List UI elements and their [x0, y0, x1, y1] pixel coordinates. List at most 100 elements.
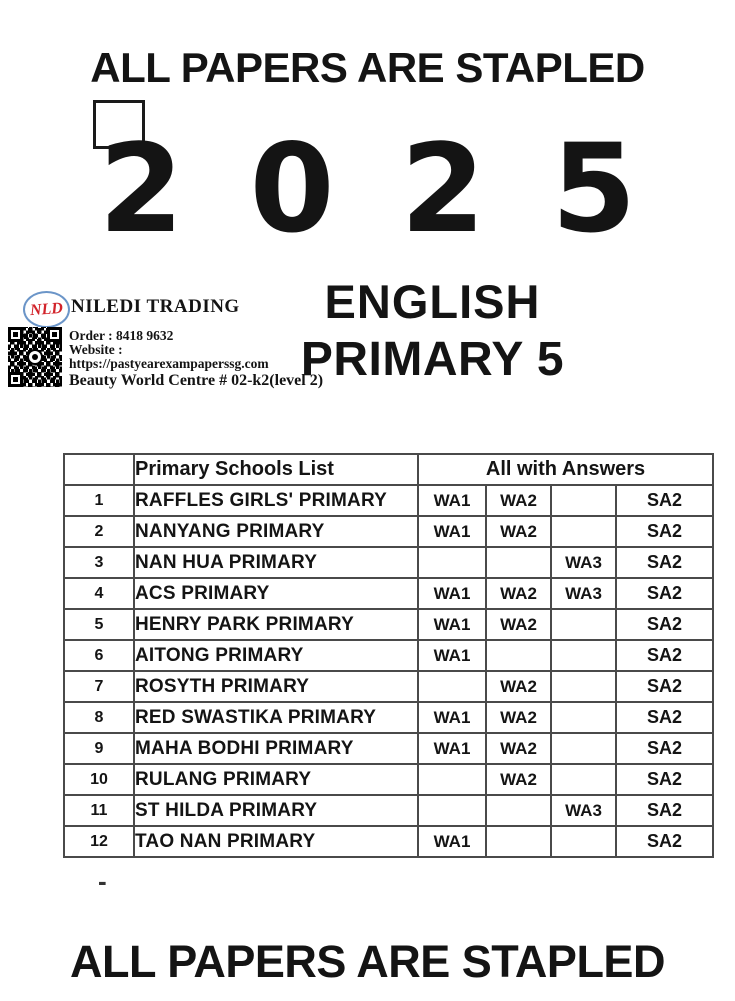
- cell-sa2: SA2: [614, 670, 715, 703]
- cell-wa1: [417, 794, 487, 827]
- cell-wa3: WA3: [550, 794, 617, 827]
- cell-sa2: SA2: [614, 825, 715, 858]
- cell-sa2: SA2: [614, 763, 715, 796]
- cell-wa3: [550, 732, 617, 765]
- cell-wa2: WA2: [485, 670, 552, 703]
- cell-wa1: [417, 763, 487, 796]
- cell-num: 1: [63, 484, 135, 517]
- cell-wa2: [485, 794, 552, 827]
- subject-title-block: ENGLISH PRIMARY 5: [265, 278, 600, 384]
- cell-wa1: WA1: [417, 577, 487, 610]
- qr-finder-icon: [47, 327, 62, 342]
- qr-center-badge-icon: [27, 349, 43, 365]
- cell-wa1: WA1: [417, 608, 487, 641]
- cell-school: AITONG PRIMARY: [133, 639, 419, 672]
- subject-title: ENGLISH: [324, 275, 541, 328]
- cell-sa2: SA2: [614, 577, 715, 610]
- nld-logo-text: NLD: [29, 299, 64, 319]
- cell-sa2: SA2: [614, 701, 715, 734]
- cell-wa1: WA1: [417, 639, 487, 672]
- cell-school: RED SWASTIKA PRIMARY: [133, 701, 419, 734]
- cell-school: RULANG PRIMARY: [133, 763, 419, 796]
- qr-finder-icon: [8, 327, 23, 342]
- cell-wa2: WA2: [485, 484, 552, 517]
- cell-wa2: [485, 639, 552, 672]
- cell-wa3: [550, 515, 617, 548]
- cell-wa1: WA1: [417, 825, 487, 858]
- cell-school: NANYANG PRIMARY: [133, 515, 419, 548]
- table-row: 3 NAN HUA PRIMARY WA3 SA2: [63, 546, 715, 579]
- top-banner: ALL PAPERS ARE STAPLED: [90, 44, 645, 91]
- cell-wa3: [550, 825, 617, 858]
- cell-wa2: [485, 825, 552, 858]
- cell-wa3: [550, 670, 617, 703]
- table-row: 9 MAHA BODHI PRIMARY WA1 WA2 SA2: [63, 732, 715, 765]
- cell-num: 9: [63, 732, 135, 765]
- cell-sa2: SA2: [614, 484, 715, 517]
- cell-num: 12: [63, 825, 135, 858]
- cell-wa2: WA2: [485, 577, 552, 610]
- header-answers-cell: All with Answers: [416, 453, 715, 486]
- cell-school: RAFFLES GIRLS' PRIMARY: [133, 484, 419, 517]
- cell-num: 6: [63, 639, 135, 672]
- cell-wa1: WA1: [417, 515, 487, 548]
- cell-wa2: [485, 546, 552, 579]
- order-line: Order : 8418 9632: [69, 328, 174, 343]
- cell-school: HENRY PARK PRIMARY: [133, 608, 419, 641]
- table-row: 7 ROSYTH PRIMARY WA2 SA2: [63, 670, 715, 703]
- cell-wa2: WA2: [485, 732, 552, 765]
- table-row: 6 AITONG PRIMARY WA1 SA2: [63, 639, 715, 672]
- table-row: 12 TAO NAN PRIMARY WA1 SA2: [63, 825, 715, 858]
- table-header-row: Primary Schools List All with Answers: [63, 453, 715, 486]
- cell-wa2: WA2: [485, 763, 552, 796]
- cell-wa3: [550, 701, 617, 734]
- vendor-name: NILEDI TRADING: [71, 296, 240, 317]
- year-heading: 2025: [98, 118, 703, 260]
- cell-wa2: WA2: [485, 608, 552, 641]
- bottom-banner: ALL PAPERS ARE STAPLED: [70, 936, 665, 987]
- table-row: 5 HENRY PARK PRIMARY WA1 WA2 SA2: [63, 608, 715, 641]
- staple-checkbox: [93, 100, 145, 149]
- cell-sa2: SA2: [614, 639, 715, 672]
- table-row: 1 RAFFLES GIRLS' PRIMARY WA1 WA2 SA2: [63, 484, 715, 517]
- school-table-body: 1 RAFFLES GIRLS' PRIMARY WA1 WA2 SA2 2 NANYANG…: [63, 484, 715, 858]
- cell-wa3: [550, 484, 617, 517]
- level-title: PRIMARY 5: [300, 333, 565, 386]
- qr-finder-icon: [8, 372, 23, 387]
- cell-wa1: [417, 546, 487, 579]
- cell-wa2: WA2: [485, 701, 552, 734]
- cell-wa3: [550, 639, 617, 672]
- cell-sa2: SA2: [614, 546, 715, 579]
- stray-pen-mark: -: [98, 866, 107, 896]
- cell-wa1: WA1: [417, 701, 487, 734]
- cell-wa3: [550, 608, 617, 641]
- cell-school: NAN HUA PRIMARY: [133, 546, 419, 579]
- cell-school: MAHA BODHI PRIMARY: [133, 732, 419, 765]
- cell-num: 4: [63, 577, 135, 610]
- cell-school: TAO NAN PRIMARY: [133, 825, 419, 858]
- cell-wa3: WA3: [550, 546, 617, 579]
- website-label: Website :: [69, 342, 123, 357]
- cell-wa3: WA3: [550, 577, 617, 610]
- header-schools-cell: Primary Schools List: [133, 453, 419, 486]
- table-row: 11 ST HILDA PRIMARY WA3 SA2: [63, 794, 715, 827]
- address-line: Beauty World Centre # 02-k2(level 2): [69, 372, 324, 389]
- cell-wa1: WA1: [417, 484, 487, 517]
- qr-code-icon: [8, 327, 62, 387]
- nld-logo-icon: NLD: [23, 291, 70, 328]
- cell-sa2: SA2: [614, 515, 715, 548]
- cell-sa2: SA2: [614, 794, 715, 827]
- cell-wa1: WA1: [417, 732, 487, 765]
- cell-num: 3: [63, 546, 135, 579]
- cell-num: 11: [63, 794, 135, 827]
- table-row: 4 ACS PRIMARY WA1 WA2 WA3 SA2: [63, 577, 715, 610]
- header-index-cell: [63, 453, 135, 486]
- table-row: 2 NANYANG PRIMARY WA1 WA2 SA2: [63, 515, 715, 548]
- website-url: https://pastyearexampaperssg.com: [69, 356, 269, 371]
- table-row: 8 RED SWASTIKA PRIMARY WA1 WA2 SA2: [63, 701, 715, 734]
- cell-wa3: [550, 763, 617, 796]
- cell-num: 5: [63, 608, 135, 641]
- cell-num: 2: [63, 515, 135, 548]
